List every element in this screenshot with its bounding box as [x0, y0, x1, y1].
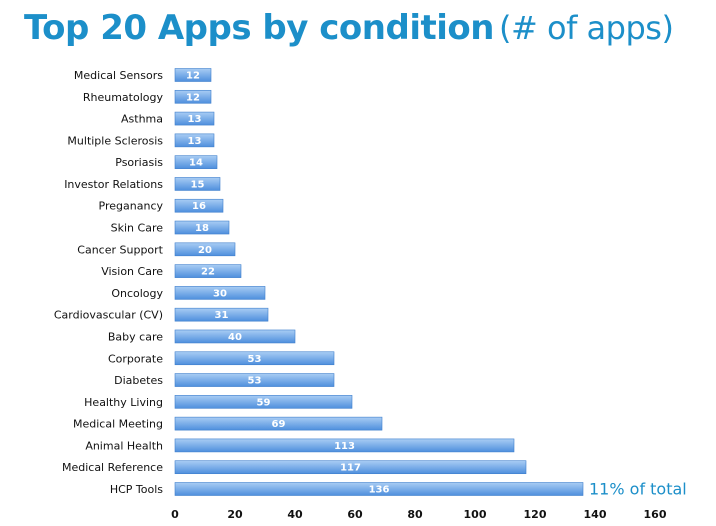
bar-asthma: [174, 111, 215, 126]
bar-hcp-tools: [174, 482, 584, 496]
category-label-baby-care: Baby care: [108, 330, 163, 343]
bar-rheumatology: [174, 89, 212, 104]
category-label-medical-sensors: Medical Sensors: [74, 69, 163, 82]
value-label-baby-care: 40: [228, 332, 242, 343]
category-label-rheumatology: Rheumatology: [83, 91, 164, 104]
category-label-skin-care: Skin Care: [111, 222, 164, 235]
x-tick-label-100: 100: [464, 508, 487, 521]
bar-animal-health: [174, 438, 515, 453]
value-label-preganancy: 16: [192, 201, 206, 212]
value-label-skin-care: 18: [195, 223, 209, 234]
category-label-multiple-sclerosis: Multiple Sclerosis: [67, 134, 163, 147]
category-label-corporate: Corporate: [108, 352, 163, 365]
value-label-medical-sensors: 12: [186, 71, 200, 82]
category-labels: Medical Sensors Rheumatology Asthma Multipl…: [54, 69, 164, 496]
category-label-psoriasis: Psoriasis: [115, 156, 163, 169]
value-label-rheumatology: 12: [186, 92, 200, 103]
x-tick-label-60: 60: [347, 508, 363, 521]
annotation-label: 11% of total: [589, 480, 687, 499]
category-label-vision-care: Vision Care: [101, 265, 163, 278]
value-label-psoriasis: 14: [189, 158, 203, 169]
bar-healthy-living: [174, 395, 353, 409]
category-label-preganancy: Preganancy: [99, 200, 164, 213]
x-tick-label-40: 40: [287, 508, 303, 521]
category-label-medical-meeting: Medical Meeting: [73, 418, 163, 431]
value-label-cancer-support: 20: [198, 245, 212, 256]
x-tick-label-120: 120: [524, 508, 547, 521]
bar-diabetes: [174, 373, 335, 387]
bar-medical-reference: [174, 460, 527, 475]
value-label-animal-health: 113: [334, 441, 355, 452]
value-label-medical-reference: 117: [340, 463, 361, 474]
bar-cancer-support: [174, 242, 236, 257]
bar-multiple-sclerosis: [174, 133, 215, 148]
bar-investor-relations: [174, 177, 221, 191]
chart-title-sub: (# of apps): [499, 9, 674, 47]
chart-title-main: Top 20 Apps by condition: [24, 8, 494, 48]
x-tick-label-80: 80: [407, 508, 423, 521]
x-tick-label-160: 160: [644, 508, 667, 521]
value-label-asthma: 13: [188, 114, 202, 125]
value-label-vision-care: 22: [201, 267, 215, 278]
bar-psoriasis: [174, 155, 218, 169]
category-label-medical-reference: Medical Reference: [62, 461, 163, 474]
category-label-cardiovascular-cv: Cardiovascular (CV): [54, 309, 163, 322]
category-label-hcp-tools: HCP Tools: [110, 483, 163, 496]
value-label-cardiovascular-cv: 31: [215, 310, 229, 321]
bar-medical-meeting: [174, 416, 383, 431]
category-label-diabetes: Diabetes: [114, 374, 163, 387]
bar-preganancy: [174, 198, 224, 213]
chart-title: Top 20 Apps by condition (# of apps): [24, 2, 714, 54]
bar-cardiovascular-cv: [174, 307, 269, 322]
category-label-healthy-living: Healthy Living: [84, 396, 163, 409]
category-label-investor-relations: Investor Relations: [64, 178, 163, 191]
category-label-oncology: Oncology: [111, 287, 163, 300]
value-label-diabetes: 53: [248, 376, 262, 387]
bar-corporate: [174, 351, 335, 366]
bar-oncology: [174, 286, 266, 300]
bar-vision-care: [174, 264, 242, 278]
value-label-medical-meeting: 69: [272, 419, 286, 430]
category-label-asthma: Asthma: [121, 113, 163, 126]
x-tick-label-140: 140: [584, 508, 607, 521]
category-label-cancer-support: Cancer Support: [77, 243, 163, 256]
value-label-multiple-sclerosis: 13: [188, 136, 202, 147]
value-label-investor-relations: 15: [191, 179, 205, 190]
bar-skin-care: [174, 220, 230, 235]
value-label-healthy-living: 59: [257, 397, 271, 408]
value-label-oncology: 30: [213, 288, 227, 299]
bar-medical-sensors: [174, 68, 212, 82]
x-tick-label-20: 20: [227, 508, 243, 521]
x-tick-label-0: 0: [171, 508, 179, 521]
bar-baby-care: [174, 329, 296, 344]
value-label-hcp-tools: 136: [369, 485, 390, 496]
category-label-animal-health: Animal Health: [85, 439, 163, 452]
x-axis-ticks: 0 20 40 60 80 100 120 140 160: [171, 508, 667, 521]
value-label-corporate: 53: [248, 354, 262, 365]
